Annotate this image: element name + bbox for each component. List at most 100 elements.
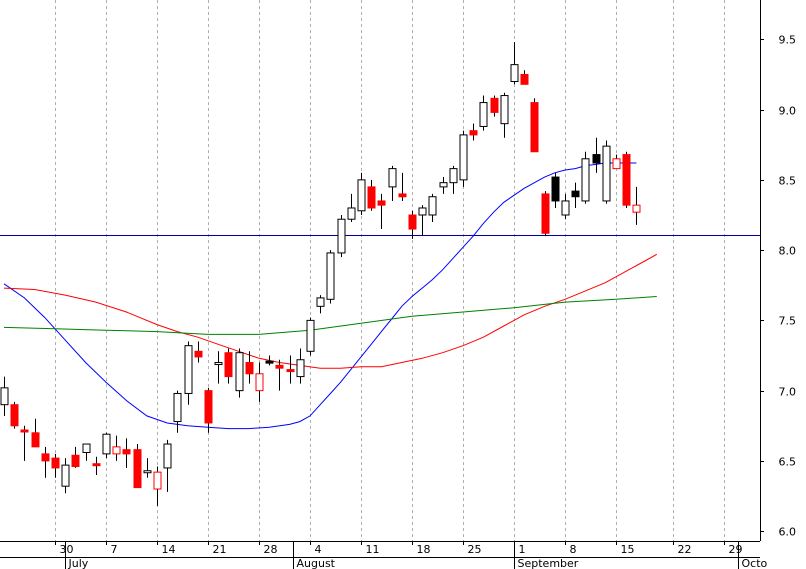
x-tick-label: 22 <box>678 543 692 556</box>
candle-body <box>408 214 417 230</box>
candle-body <box>490 97 499 113</box>
candle-body <box>245 362 254 375</box>
month-label: August <box>297 557 336 569</box>
candle-body <box>592 154 601 164</box>
candle-body <box>469 130 478 136</box>
candle-body <box>418 207 427 216</box>
candle <box>439 177 448 194</box>
candle-body <box>530 102 539 153</box>
x-tick-label: 28 <box>264 543 278 556</box>
candle-body <box>377 200 386 206</box>
candle <box>296 348 305 384</box>
candle <box>255 362 264 402</box>
candle-body <box>235 352 244 392</box>
candle <box>551 172 560 208</box>
candle-body <box>602 145 611 202</box>
x-tick-label: 8 <box>570 543 577 556</box>
candle <box>92 456 101 475</box>
candle <box>520 70 529 85</box>
candle-body <box>51 457 60 469</box>
candle-body <box>214 362 223 366</box>
candle <box>51 453 60 478</box>
candle <box>459 130 468 187</box>
candle-body <box>612 158 621 170</box>
candle <box>612 154 621 170</box>
candle <box>347 193 356 223</box>
candle-body <box>520 73 529 85</box>
x-tick-label: 30 <box>60 543 74 556</box>
candle-body <box>479 102 488 127</box>
candle-body <box>306 319 315 352</box>
candle <box>0 376 9 416</box>
y-tick-label: 9.5 <box>779 34 797 47</box>
candle-body <box>571 190 580 198</box>
candle-body <box>204 390 213 424</box>
candle-body <box>10 404 19 427</box>
candle <box>337 214 346 258</box>
candle-body <box>153 471 162 490</box>
x-tick-label: 15 <box>621 543 635 556</box>
candle <box>469 123 478 141</box>
candle <box>173 390 182 433</box>
candle <box>592 137 601 173</box>
y-tick-label: 6.0 <box>779 526 797 539</box>
candle <box>235 348 244 398</box>
candle <box>184 341 193 405</box>
candle-body <box>265 360 274 364</box>
month-label: September <box>518 557 579 569</box>
candle <box>163 439 172 492</box>
candle-body <box>31 432 40 448</box>
candle <box>204 387 213 433</box>
candle-body <box>449 168 458 184</box>
candle-body <box>510 64 519 83</box>
candle <box>541 191 550 237</box>
candle-body <box>255 373 264 392</box>
axes <box>0 0 764 569</box>
candle-body <box>337 218 346 254</box>
month-label: July <box>68 557 89 569</box>
candle-body <box>316 297 325 307</box>
y-tick-label: 8.0 <box>779 245 797 258</box>
candle <box>418 205 427 237</box>
candle-body <box>388 168 397 188</box>
candle-body <box>561 200 570 216</box>
candle <box>41 446 50 478</box>
candle <box>388 165 397 201</box>
candle <box>367 179 376 211</box>
candle-body <box>102 433 111 455</box>
candle <box>265 355 274 366</box>
moving-average-line <box>3 296 657 335</box>
grid-lines <box>55 0 725 541</box>
candle-body <box>112 446 121 455</box>
candle-body <box>398 193 407 198</box>
candle-body <box>439 182 448 188</box>
y-tick-label: 7.0 <box>779 386 797 399</box>
candle <box>316 295 325 314</box>
x-tick-label: 11 <box>366 543 380 556</box>
candle <box>306 317 315 356</box>
candle-body <box>367 186 376 209</box>
candle <box>102 432 111 459</box>
candle <box>214 351 223 384</box>
candle-body <box>122 449 131 455</box>
candle <box>82 443 91 461</box>
candle-body <box>541 193 550 234</box>
candle <box>326 250 335 304</box>
candle-body <box>296 359 305 378</box>
candle <box>398 172 407 201</box>
y-tick-label: 6.5 <box>779 456 797 469</box>
candle-body <box>0 387 9 406</box>
candle-body <box>459 134 468 181</box>
candle-body <box>184 345 193 394</box>
candle-body <box>581 158 590 202</box>
y-axis-labels: 6.0 6.5 7.0 7.5 8.0 8.5 9.0 9.5 <box>779 34 797 539</box>
y-tick-label: 8.5 <box>779 175 797 188</box>
candle <box>449 165 458 194</box>
candle <box>31 418 40 448</box>
candle <box>245 351 254 384</box>
candle <box>194 341 203 363</box>
moving-averages <box>3 162 658 430</box>
candle <box>479 95 488 131</box>
candle <box>224 348 233 384</box>
x-tick-label: 1 <box>519 543 526 556</box>
